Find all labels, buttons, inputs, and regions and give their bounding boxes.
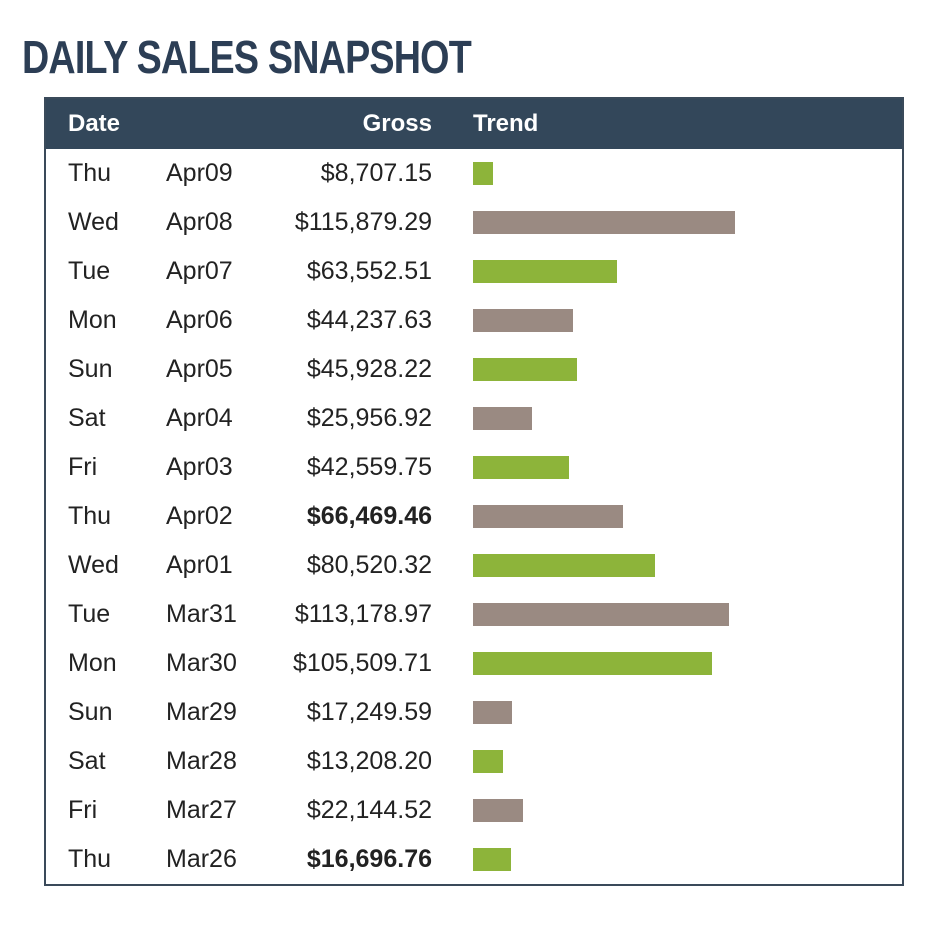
table-row: Thu Apr09 $8,707.15 [46, 149, 902, 198]
table-row: Thu Apr02 $66,469.46 [46, 492, 902, 541]
row-gross: $115,879.29 [294, 208, 432, 236]
trend-bar [473, 505, 623, 528]
trend-bar [473, 848, 511, 871]
row-date: Mar30 [166, 649, 237, 677]
row-gross: $63,552.51 [306, 257, 432, 285]
table-row: Wed Apr08 $115,879.29 [46, 198, 902, 247]
page-title: DAILY SALES SNAPSHOT [22, 31, 472, 83]
table-row: Sun Mar29 $17,249.59 [46, 688, 902, 737]
row-day: Sun [68, 355, 113, 383]
trend-bar [473, 407, 532, 430]
trend-bar [473, 162, 493, 185]
trend-bar [473, 211, 735, 234]
row-date: Apr02 [166, 502, 233, 530]
row-day: Mon [68, 306, 117, 334]
row-gross: $22,144.52 [306, 796, 432, 824]
header-gross: Gross [362, 110, 432, 137]
row-day: Sun [68, 698, 113, 726]
row-date: Apr08 [166, 208, 233, 236]
row-date: Apr06 [166, 306, 233, 334]
row-day: Wed [68, 208, 119, 236]
table-row: Sun Apr05 $45,928.22 [46, 345, 902, 394]
row-gross: $44,237.63 [306, 306, 432, 334]
header-date: Date [68, 110, 121, 137]
row-gross: $13,208.20 [306, 747, 432, 775]
row-date: Mar26 [166, 845, 237, 873]
row-day: Mon [68, 649, 117, 677]
trend-bar [473, 603, 729, 626]
row-day: Sat [68, 747, 106, 775]
table-row: Fri Apr03 $42,559.75 [46, 443, 902, 492]
table-row: Sat Apr04 $25,956.92 [46, 394, 902, 443]
row-day: Tue [68, 600, 111, 628]
row-day: Tue [68, 257, 111, 285]
row-gross: $66,469.46 [306, 502, 432, 530]
header-trend: Trend [473, 110, 539, 137]
row-gross: $105,509.71 [292, 649, 432, 677]
row-day: Fri [68, 453, 98, 481]
row-day: Sat [68, 404, 106, 432]
trend-bar [473, 554, 655, 577]
row-date: Apr04 [166, 404, 233, 432]
row-gross: $42,559.75 [306, 453, 432, 481]
row-date: Apr09 [166, 159, 233, 187]
row-gross: $16,696.76 [306, 845, 432, 873]
row-day: Wed [68, 551, 119, 579]
trend-bar [473, 652, 712, 675]
table-row: Sat Mar28 $13,208.20 [46, 737, 902, 786]
row-day: Thu [68, 502, 112, 530]
table-header: Date Gross Trend [46, 99, 902, 149]
row-day: Thu [68, 845, 112, 873]
trend-bar [473, 799, 523, 822]
row-gross: $8,707.15 [320, 159, 432, 187]
row-date: Mar27 [166, 796, 237, 824]
row-gross: $113,178.97 [294, 600, 432, 628]
row-date: Mar31 [166, 600, 237, 628]
table-row: Thu Mar26 $16,696.76 [46, 835, 902, 884]
table-row: Tue Mar31 $113,178.97 [46, 590, 902, 639]
trend-bar [473, 750, 503, 773]
row-date: Mar29 [166, 698, 237, 726]
trend-bar [473, 456, 569, 479]
table-row: Mon Apr06 $44,237.63 [46, 296, 902, 345]
sales-table: Date Gross Trend Thu Apr09 $8,707.15 Wed Apr… [44, 97, 904, 886]
row-date: Apr03 [166, 453, 233, 481]
row-gross: $25,956.92 [306, 404, 432, 432]
row-date: Apr05 [166, 355, 233, 383]
row-day: Thu [68, 159, 112, 187]
trend-bar [473, 701, 512, 724]
row-date: Mar28 [166, 747, 237, 775]
trend-bar [473, 260, 617, 283]
row-day: Fri [68, 796, 98, 824]
table-row: Mon Mar30 $105,509.71 [46, 639, 902, 688]
table-row: Fri Mar27 $22,144.52 [46, 786, 902, 835]
trend-bar [473, 309, 573, 332]
row-gross: $45,928.22 [306, 355, 432, 383]
table-row: Wed Apr01 $80,520.32 [46, 541, 902, 590]
row-date: Apr07 [166, 257, 233, 285]
row-date: Apr01 [166, 551, 233, 579]
row-gross: $80,520.32 [306, 551, 432, 579]
row-gross: $17,249.59 [306, 698, 432, 726]
table-row: Tue Apr07 $63,552.51 [46, 247, 902, 296]
trend-bar [473, 358, 577, 381]
